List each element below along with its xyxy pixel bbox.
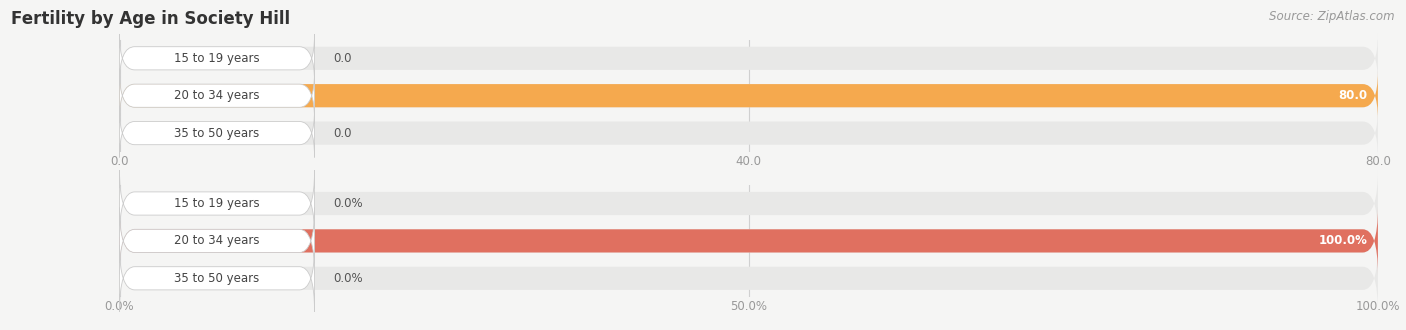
FancyBboxPatch shape (120, 208, 1378, 274)
Text: 15 to 19 years: 15 to 19 years (174, 52, 260, 65)
FancyBboxPatch shape (120, 208, 315, 274)
FancyBboxPatch shape (120, 34, 315, 82)
Text: 80.0: 80.0 (1339, 89, 1368, 102)
FancyBboxPatch shape (120, 170, 315, 237)
FancyBboxPatch shape (120, 71, 1378, 120)
Text: 0.0%: 0.0% (333, 272, 363, 285)
FancyBboxPatch shape (120, 208, 1378, 274)
Text: 0.0: 0.0 (333, 52, 352, 65)
FancyBboxPatch shape (120, 71, 315, 120)
FancyBboxPatch shape (120, 71, 1378, 120)
FancyBboxPatch shape (120, 245, 1378, 312)
Text: 15 to 19 years: 15 to 19 years (174, 197, 260, 210)
Text: Source: ZipAtlas.com: Source: ZipAtlas.com (1270, 10, 1395, 23)
Text: 35 to 50 years: 35 to 50 years (174, 272, 260, 285)
Text: 20 to 34 years: 20 to 34 years (174, 234, 260, 248)
FancyBboxPatch shape (120, 34, 1378, 82)
FancyBboxPatch shape (120, 245, 315, 312)
FancyBboxPatch shape (120, 170, 1378, 237)
Text: 0.0%: 0.0% (333, 197, 363, 210)
Text: Fertility by Age in Society Hill: Fertility by Age in Society Hill (11, 10, 291, 28)
Text: 20 to 34 years: 20 to 34 years (174, 89, 260, 102)
Text: 100.0%: 100.0% (1319, 234, 1368, 248)
Text: 0.0: 0.0 (333, 127, 352, 140)
Text: 35 to 50 years: 35 to 50 years (174, 127, 260, 140)
FancyBboxPatch shape (120, 109, 315, 157)
FancyBboxPatch shape (120, 109, 1378, 157)
